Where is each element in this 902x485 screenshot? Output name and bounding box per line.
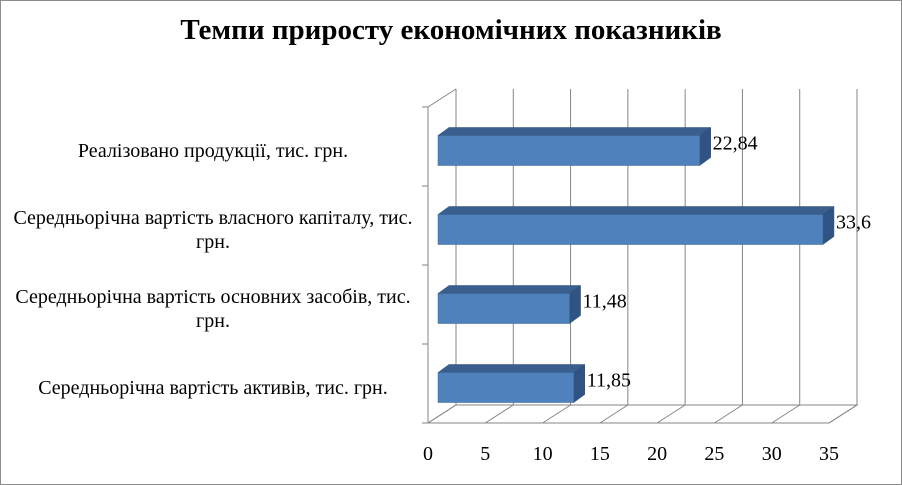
data-label: 11,85: [587, 370, 631, 392]
bar: [437, 293, 570, 324]
bar-top: [437, 285, 582, 294]
data-label: 22,84: [713, 133, 758, 155]
gridline-floor: [599, 404, 629, 424]
category-axis-top: [427, 88, 457, 108]
category-label: Реалізовано продукції, тис. грн.: [77, 139, 349, 162]
bar-top: [437, 364, 586, 373]
x-tick-label: 30: [762, 443, 782, 465]
bar: [437, 214, 824, 245]
gridline-floor: [485, 404, 514, 424]
data-label: 11,48: [583, 291, 627, 313]
x-tick-label: 10: [533, 443, 553, 465]
gridline-floor: [828, 404, 858, 424]
gridline-floor: [771, 404, 800, 424]
x-tick-label: 15: [590, 443, 610, 465]
bar: [437, 135, 700, 166]
bar-top: [437, 206, 835, 215]
bar-top: [437, 127, 712, 136]
x-tick-label: 5: [480, 443, 490, 465]
x-tick-label: 0: [423, 443, 433, 465]
data-label: 33,6: [836, 212, 871, 234]
x-tick-label: 35: [819, 443, 839, 465]
x-tick-label: 20: [647, 443, 667, 465]
floor-plane: [426, 404, 859, 424]
category-label: Середньорічна вартість власного капіталу…: [13, 206, 413, 253]
gridline-floor: [427, 404, 457, 424]
gridline-floor: [542, 404, 571, 424]
gridline-floor: [714, 404, 743, 424]
category-label: Середньорічна вартість основних засобів,…: [15, 285, 411, 332]
x-tick-label: 25: [704, 443, 724, 465]
bar: [437, 372, 575, 403]
gridline-floor: [656, 404, 686, 424]
chart-title: Темпи приросту економічних показників: [180, 14, 722, 46]
category-label: Середньорічна вартість активів, тис. грн…: [38, 376, 388, 399]
